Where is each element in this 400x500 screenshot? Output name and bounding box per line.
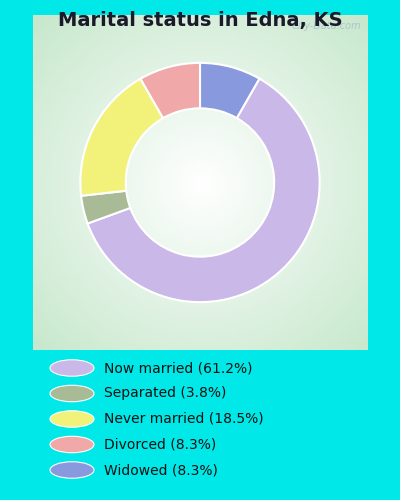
Text: Divorced (8.3%): Divorced (8.3%) [104,438,216,452]
Text: Separated (3.8%): Separated (3.8%) [104,386,226,400]
Wedge shape [200,63,260,118]
Text: Marital status in Edna, KS: Marital status in Edna, KS [58,11,342,30]
Wedge shape [140,63,200,118]
Text: Never married (18.5%): Never married (18.5%) [104,412,264,426]
Circle shape [50,360,94,376]
Circle shape [50,436,94,453]
Wedge shape [81,190,130,224]
Circle shape [50,385,94,402]
Text: Now married (61.2%): Now married (61.2%) [104,361,252,375]
Circle shape [50,411,94,427]
Wedge shape [80,78,163,196]
Text: City-Data.com: City-Data.com [292,21,362,31]
Circle shape [50,462,94,478]
Text: Widowed (8.3%): Widowed (8.3%) [104,463,218,477]
Wedge shape [88,78,320,302]
